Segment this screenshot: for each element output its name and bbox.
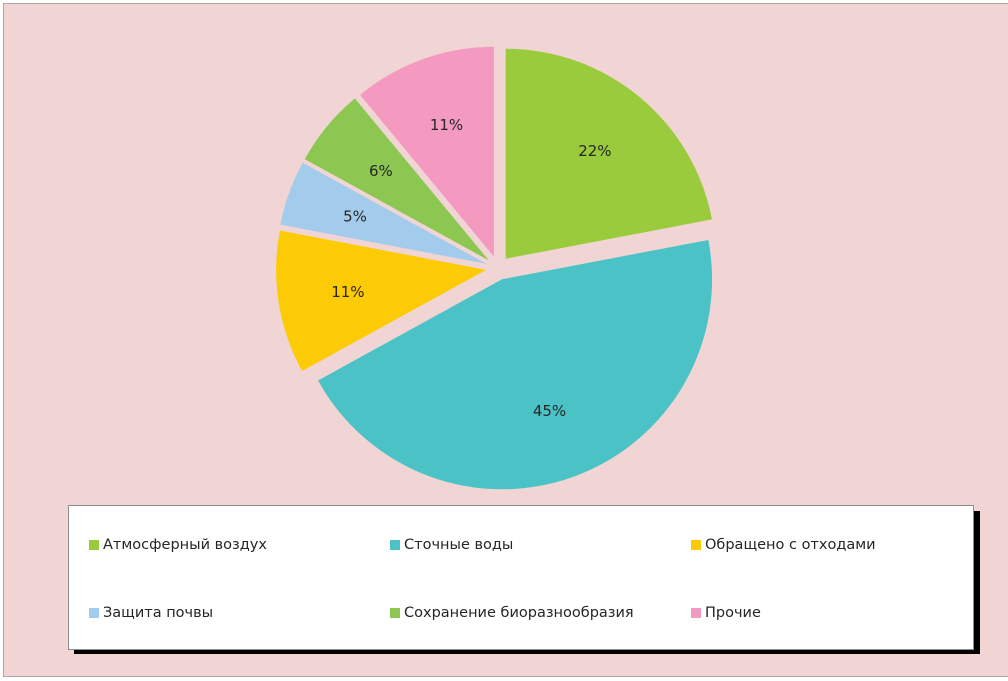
pie-chart: 22% 45% 11% 5% 6% 11%	[276, 46, 713, 490]
legend-item-wastewater: Сточные воды	[390, 537, 513, 553]
legend-swatch	[390, 540, 400, 550]
legend-label: Сточные воды	[404, 537, 514, 553]
legend-label: Защита почвы	[103, 605, 214, 621]
pie-slice-atmospheric-air	[505, 48, 712, 259]
slice-label-wastewater: 45%	[533, 402, 566, 420]
slice-label-biodiversity: 6%	[369, 162, 393, 180]
legend-swatch	[89, 540, 99, 550]
legend-swatch	[691, 608, 701, 618]
legend-swatch	[390, 608, 400, 618]
slice-label-waste-handling: 11%	[331, 283, 364, 301]
pie-slice-other	[360, 46, 494, 257]
pie-slice-soil-protection	[280, 162, 487, 264]
legend-item-waste-handling: Обращено с отходами	[691, 537, 876, 553]
slice-label-other: 11%	[430, 116, 463, 134]
legend: Атмосферный воздух Сточные воды Обращено…	[68, 505, 974, 650]
legend-label: Сохранение биоразнообразия	[404, 605, 634, 621]
legend-item-biodiversity: Сохранение биоразнообразия	[390, 605, 634, 621]
legend-item-atmospheric-air: Атмосферный воздух	[89, 537, 267, 553]
pie-slice-biodiversity	[304, 98, 489, 261]
legend-swatch	[89, 608, 99, 618]
pie-slice-wastewater	[318, 239, 713, 490]
pie-slice-waste-handling	[276, 230, 487, 372]
legend-label: Обращено с отходами	[705, 537, 876, 553]
slice-label-soil-protection: 5%	[343, 208, 367, 226]
legend-item-soil-protection: Защита почвы	[89, 605, 213, 621]
legend-label: Атмосферный воздух	[103, 537, 267, 553]
legend-swatch	[691, 540, 701, 550]
slice-label-atmospheric-air: 22%	[578, 142, 611, 160]
legend-item-other: Прочие	[691, 605, 761, 621]
legend-label: Прочие	[705, 605, 761, 621]
